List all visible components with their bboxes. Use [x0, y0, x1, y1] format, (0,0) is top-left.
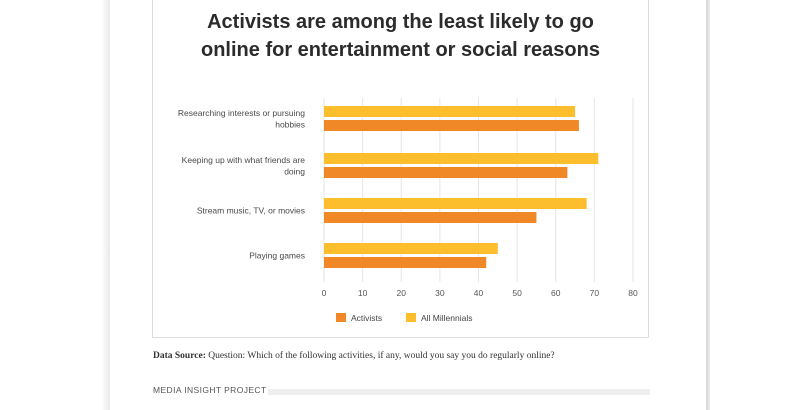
legend-swatch-activists — [336, 313, 346, 322]
page-edge-right — [706, 0, 710, 410]
footer-rule — [268, 389, 650, 395]
legend-swatch-all-millennials — [406, 313, 416, 322]
category-label: Playing games — [249, 251, 305, 261]
bar-all-millennials — [324, 243, 498, 254]
x-tick-label: 40 — [474, 288, 484, 298]
bar-all-millennials — [324, 106, 576, 117]
bar-activists — [324, 212, 537, 223]
legend-label-activists: Activists — [351, 313, 382, 323]
category-label: hobbies — [275, 119, 305, 129]
category-label: Stream music, TV, or movies — [197, 206, 305, 216]
x-tick-label: 70 — [590, 288, 600, 298]
category-label: doing — [284, 166, 305, 176]
x-tick-label: 80 — [628, 288, 638, 298]
x-tick-label: 60 — [551, 288, 561, 298]
bar-activists — [324, 257, 487, 268]
x-tick-label: 10 — [358, 288, 368, 298]
chart-title-line-2: online for entertainment or social reaso… — [201, 39, 600, 61]
page-background-left — [0, 0, 110, 410]
x-tick-label: 30 — [435, 288, 445, 298]
bar-activists — [324, 167, 568, 178]
bar-all-millennials — [324, 153, 599, 164]
chart-title-line-1: Activists are among the least likely to … — [207, 11, 594, 33]
footer-label: MEDIA INSIGHT PROJECT — [153, 385, 267, 395]
bar-activists — [324, 120, 579, 131]
x-tick-label: 20 — [397, 288, 407, 298]
category-label: Researching interests or pursuing — [178, 108, 305, 118]
x-tick-label: 0 — [322, 288, 327, 298]
x-tick-label: 50 — [512, 288, 522, 298]
legend-label-all-millennials: All Millennials — [421, 313, 473, 323]
data-source-note: Data Source: Question: Which of the foll… — [153, 351, 673, 361]
data-source-text: Question: Which of the following activit… — [208, 351, 555, 361]
category-label: Keeping up with what friends are — [182, 155, 306, 165]
data-source-label: Data Source: — [153, 351, 206, 361]
bar-all-millennials — [324, 198, 587, 209]
chart-title: Activists are among the least likely to … — [152, 8, 649, 64]
